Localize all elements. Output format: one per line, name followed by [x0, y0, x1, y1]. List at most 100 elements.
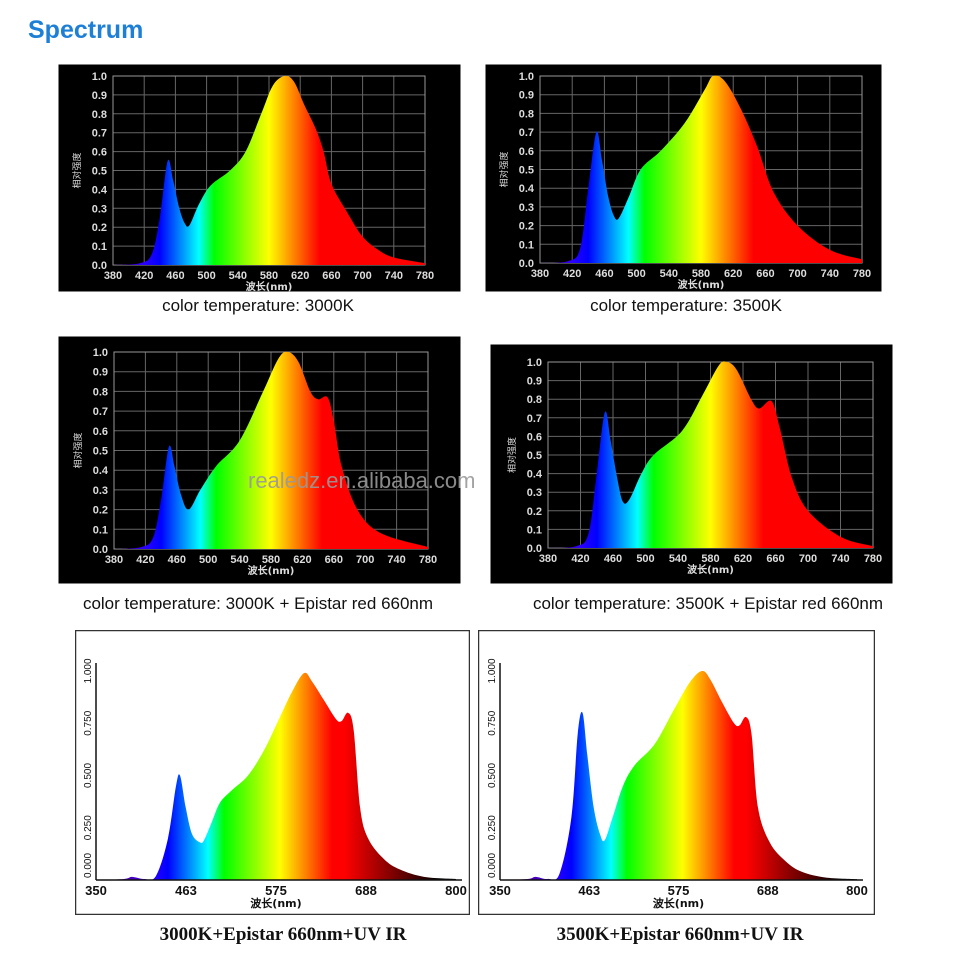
x-tick-label: 740	[385, 270, 403, 282]
y-tick-label: 0.000	[83, 853, 94, 878]
y-axis-label: 相对强度	[498, 151, 510, 187]
x-axis-label: 波长(nm)	[246, 280, 293, 292]
y-tick-label: 1.0	[93, 347, 108, 359]
spectrum-chart-5: 350 463 575 688 800 0.000 0.250 0.500 0.750 1.000…	[75, 630, 470, 915]
x-tick-label: 575	[668, 883, 690, 898]
y-tick-label: 0.0	[527, 543, 542, 555]
y-tick-label: 0.3	[92, 203, 107, 215]
y-tick-label: 0.4	[93, 465, 109, 477]
y-tick-label: 0.4	[527, 469, 543, 481]
spectrum-area	[540, 75, 862, 263]
x-tick-label: 780	[853, 268, 871, 280]
x-tick-label: 700	[799, 553, 817, 565]
y-tick-label: 1.0	[92, 71, 107, 83]
y-tick-label: 0.8	[519, 108, 534, 120]
x-tick-label: 800	[846, 883, 868, 898]
spectrum-chart-4: 380 420 460 500 540 580 620 660 700 740 780 0.0 0.1 0…	[490, 344, 893, 584]
chart-caption: color temperature: 3000K	[162, 296, 354, 315]
x-tick-label: 780	[419, 554, 437, 566]
x-tick-label: 540	[229, 270, 247, 282]
spectrum-area	[114, 351, 428, 549]
y-tick-label: 0.3	[527, 487, 542, 499]
x-axis-label: 波长(nm)	[250, 896, 301, 910]
x-tick-label: 460	[166, 270, 184, 282]
y-tick-label: 0.2	[527, 506, 542, 518]
chart-caption: 3500K+Epistar 660nm+UV IR	[556, 924, 804, 945]
y-tick-label: 0.1	[93, 524, 108, 536]
y-tick-label: 0.5	[93, 446, 108, 458]
x-axis-label: 波长(nm)	[678, 278, 725, 291]
x-tick-label: 380	[539, 553, 557, 565]
x-tick-label: 420	[571, 553, 589, 565]
y-tick-label: 0.6	[93, 426, 108, 438]
y-tick-label: 0.250	[83, 815, 94, 840]
y-tick-label: 0.500	[487, 763, 498, 788]
x-tick-label: 740	[821, 268, 839, 280]
x-tick-label: 380	[531, 268, 549, 280]
y-tick-label: 0.5	[527, 450, 542, 462]
chart-svg: 350 463 575 688 800 0.000 0.250 0.500 0.750 1.000…	[75, 630, 470, 915]
x-tick-label: 620	[291, 270, 309, 282]
y-tick-label: 0.8	[92, 109, 107, 121]
y-tick-label: 0.0	[519, 258, 534, 270]
y-tick-label: 0.7	[527, 413, 542, 425]
x-axis-label: 波长(nm)	[687, 563, 734, 576]
y-tick-label: 0.250	[487, 815, 498, 840]
spectrum-chart-2: 380 420 460 500 540 580 620 660 700 740 780 0.0 0.1 0…	[485, 64, 882, 292]
y-tick-label: 0.2	[92, 222, 107, 234]
y-tick-label: 0.2	[519, 221, 534, 233]
x-tick-label: 580	[260, 270, 278, 282]
y-tick-label: 0.3	[519, 202, 534, 214]
spectrum-chart-1: 380 420 460 500 540 580 620 660 700 740 780 0.0 0.1 0…	[58, 64, 461, 292]
x-tick-label: 780	[864, 553, 882, 565]
x-tick-label: 660	[322, 270, 340, 282]
spectrum-area	[96, 672, 456, 880]
x-tick-label: 500	[627, 268, 645, 280]
chart-svg: 380 420 460 500 540 580 620 660 700 740 780 0.0 0.1 0…	[485, 64, 882, 292]
y-tick-label: 0.1	[527, 524, 542, 536]
x-tick-label: 660	[756, 268, 774, 280]
y-tick-label: 0.5	[92, 166, 107, 178]
y-tick-label: 0.4	[92, 184, 108, 196]
page-title: Spectrum	[28, 16, 144, 44]
y-tick-label: 1.000	[487, 658, 498, 683]
spectrum-chart-3: 380 420 460 500 540 580 620 660 700 740 780 0.0 0.1 0…	[58, 336, 461, 584]
y-tick-label: 0.6	[92, 147, 107, 159]
x-tick-label: 700	[788, 268, 806, 280]
x-tick-label: 580	[262, 554, 280, 566]
chart-caption: 3000K+Epistar 660nm+UV IR	[159, 924, 407, 945]
y-tick-label: 0.5	[519, 165, 534, 177]
y-tick-label: 0.1	[92, 241, 107, 253]
x-tick-label: 740	[387, 554, 405, 566]
y-tick-label: 0.750	[83, 710, 94, 735]
y-tick-label: 0.0	[93, 544, 108, 556]
y-tick-label: 0.7	[519, 127, 534, 139]
chart-svg: 350 463 575 688 800 0.000 0.250 0.500 0.750 1.000…	[478, 630, 875, 915]
x-tick-label: 620	[293, 554, 311, 566]
x-tick-label: 380	[104, 270, 122, 282]
y-tick-label: 0.9	[93, 367, 108, 379]
chart-caption: color temperature: 3000K + Epistar red 6…	[82, 594, 434, 613]
x-tick-label: 700	[353, 270, 371, 282]
x-tick-label: 660	[766, 553, 784, 565]
x-tick-label: 460	[595, 268, 613, 280]
spectrum-area	[500, 670, 857, 881]
spectrum-area	[548, 361, 873, 548]
y-tick-label: 1.0	[519, 71, 534, 83]
y-tick-label: 0.9	[92, 90, 107, 102]
x-tick-label: 420	[136, 554, 154, 566]
x-tick-label: 620	[734, 553, 752, 565]
y-tick-label: 0.4	[519, 183, 535, 195]
x-tick-label: 620	[724, 268, 742, 280]
x-tick-label: 575	[265, 883, 287, 898]
x-tick-label: 420	[563, 268, 581, 280]
x-tick-label: 800	[445, 883, 467, 898]
y-tick-label: 0.3	[93, 485, 108, 497]
y-tick-label: 0.9	[527, 376, 542, 388]
y-tick-label: 0.1	[519, 239, 534, 251]
x-tick-label: 463	[578, 883, 600, 898]
x-tick-label: 540	[660, 268, 678, 280]
y-tick-label: 0.7	[93, 406, 108, 418]
chart-caption: color temperature: 3500K	[590, 296, 782, 315]
y-tick-label: 0.750	[487, 710, 498, 735]
